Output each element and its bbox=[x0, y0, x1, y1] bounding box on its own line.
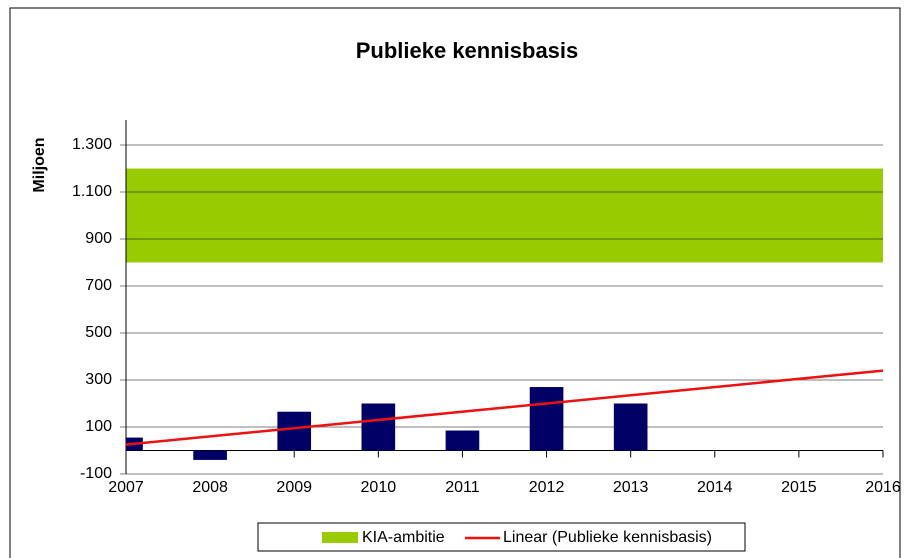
x-tick-label: 2011 bbox=[445, 479, 480, 496]
y-tick-label: 700 bbox=[85, 277, 112, 294]
y-tick-label: 1.300 bbox=[72, 136, 112, 153]
legend-label: Linear (Publieke kennisbasis) bbox=[503, 529, 712, 546]
y-tick-label: 100 bbox=[85, 418, 112, 435]
bar bbox=[361, 403, 396, 451]
chart-title: Publieke kennisbasis bbox=[356, 38, 579, 63]
bar bbox=[529, 387, 564, 451]
y-tick-label: 1.100 bbox=[72, 183, 112, 200]
y-tick-label: 500 bbox=[85, 324, 112, 341]
y-axis-label: Miljoen bbox=[31, 137, 48, 192]
y-tick-label: 900 bbox=[85, 230, 112, 247]
x-tick-label: 2016 bbox=[865, 479, 901, 496]
x-tick-label: 2015 bbox=[781, 479, 817, 496]
trend-line bbox=[125, 369, 884, 446]
bar bbox=[613, 403, 648, 451]
legend-swatch bbox=[322, 532, 358, 543]
bar bbox=[277, 411, 312, 451]
x-tick-label: 2010 bbox=[361, 479, 397, 496]
x-tick-label: 2013 bbox=[613, 479, 649, 496]
x-tick-label: 2007 bbox=[108, 479, 144, 496]
y-tick-label: -100 bbox=[80, 465, 112, 482]
y-tick-label: 300 bbox=[85, 371, 112, 388]
x-tick-label: 2012 bbox=[529, 479, 565, 496]
x-tick-label: 2009 bbox=[276, 479, 312, 496]
bar bbox=[193, 450, 227, 460]
x-tick-label: 2008 bbox=[192, 479, 228, 496]
x-tick-label: 2014 bbox=[697, 479, 733, 496]
legend-label: KIA-ambitie bbox=[362, 529, 445, 546]
chart-frame bbox=[9, 7, 901, 558]
bar bbox=[445, 430, 480, 451]
band bbox=[126, 168, 883, 263]
